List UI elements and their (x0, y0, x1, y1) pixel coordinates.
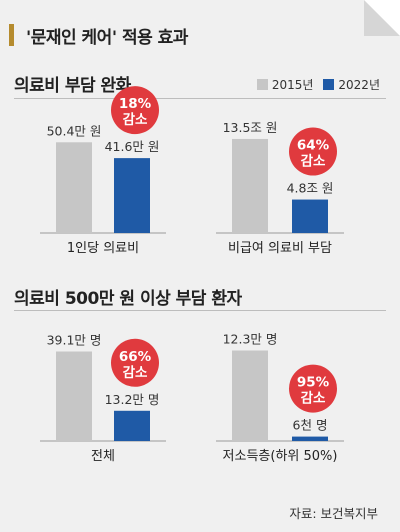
chart0-panel1-badge-pct: 64% (297, 138, 330, 154)
chart1-panel0-badge (111, 338, 159, 387)
chart0-panel0-value-label-0: 50.4만 원 (47, 123, 102, 138)
chart1-panel1-badge (289, 364, 337, 413)
section-title-burden: 의료비 부담 완화 (14, 76, 131, 96)
divider-bottom (14, 310, 386, 311)
chart0-panel1-bar-0 (232, 138, 268, 233)
chart1-panel0-bar-0 (56, 351, 92, 441)
chart1-panel1-bar-1 (292, 436, 328, 441)
chart0-panel0-badge-text: 감소 (123, 111, 148, 128)
chart1-panel1-badge-text: 감소 (301, 390, 326, 407)
chart0-panel1-bar-1 (292, 199, 328, 233)
chart1-panel1-bar-0 (232, 350, 268, 441)
divider-top (14, 98, 386, 99)
chart0-panel1-badge-text: 감소 (301, 153, 326, 170)
chart0-panel0-badge-pct: 18% (119, 96, 152, 112)
legend: 2015년 2022년 (247, 76, 380, 93)
chart1-panel1-badge-pct: 95% (297, 375, 330, 391)
chart1-panel1-value-label-1: 6천 명 (293, 418, 328, 433)
legend-item-2015: 2015년 (256, 76, 314, 93)
legend-swatch-2022 (323, 79, 335, 90)
chart0-panel0-value-label-1: 41.6만 원 (105, 139, 160, 154)
legend-item-2022: 2022년 (323, 76, 380, 93)
source-note: 자료: 보건복지부 (289, 506, 378, 521)
chart0-panel0-category-label: 1인당 의료비 (67, 241, 139, 256)
chart0-panel1-badge (289, 127, 337, 176)
legend-swatch-2015 (256, 79, 268, 90)
chart1-panel0-badge-text: 감소 (123, 364, 148, 381)
legend-label-2015: 2015년 (271, 78, 314, 92)
page-title: '문재인 케어' 적용 효과 (26, 28, 188, 48)
chart1-panel1-category-label: 저소득층(하위 50%) (223, 449, 338, 464)
section-title-patients: 의료비 500만 원 이상 부담 환자 (14, 289, 242, 309)
chart0-panel1-value-label-0: 13.5조 원 (223, 120, 278, 135)
chart1-panel1-value-label-0: 12.3만 명 (223, 332, 278, 347)
chart0-panel0-bar-0 (56, 142, 92, 233)
folded-corner (364, 0, 400, 36)
chart0-panel1-category-label: 비급여 의료비 부담 (228, 241, 332, 256)
chart1-panel0-bar-1 (114, 410, 150, 441)
chart1-panel0-value-label-0: 39.1만 명 (47, 333, 102, 348)
title-accent-bar (9, 24, 14, 46)
legend-label-2022: 2022년 (338, 78, 380, 92)
chart1-panel0-badge-pct: 66% (119, 349, 152, 365)
chart0-panel0-badge (111, 86, 159, 135)
chart1-panel0-category-label: 전체 (91, 449, 115, 464)
chart1-panel0-value-label-1: 13.2만 명 (105, 392, 160, 407)
chart0-panel1-value-label-1: 4.8조 원 (287, 181, 334, 196)
chart0-panel0-bar-1 (114, 158, 150, 233)
